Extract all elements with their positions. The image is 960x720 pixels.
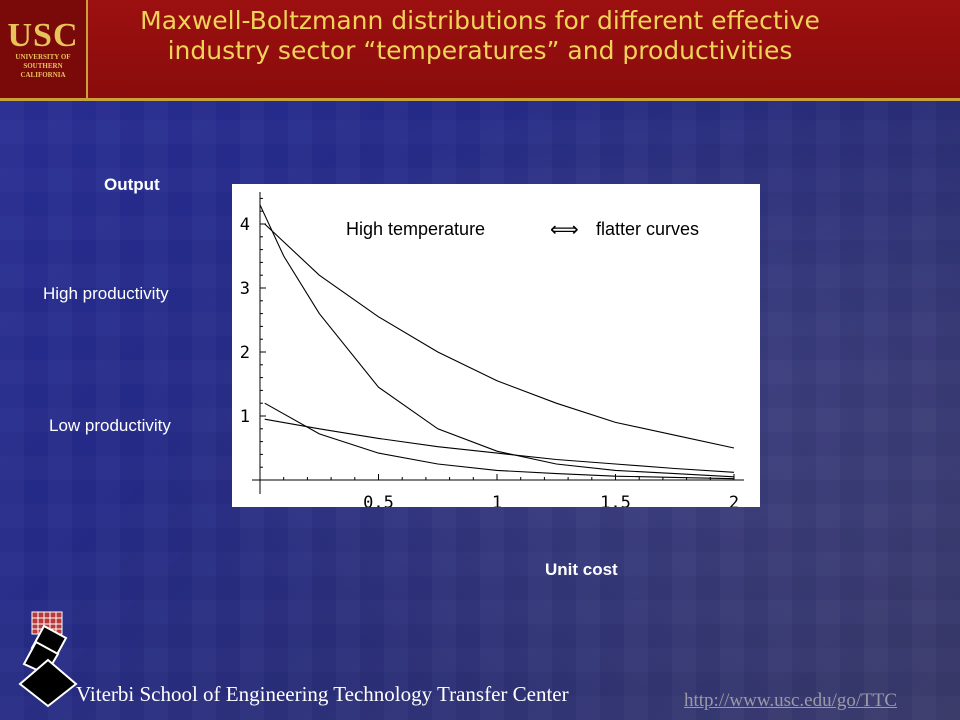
logo-text: USC — [7, 16, 79, 54]
y-tick-label: 2 — [240, 343, 250, 363]
viterbi-logo-icon — [18, 611, 78, 708]
y-axis-label-output: Output — [104, 175, 160, 194]
y-tick-label: 4 — [240, 215, 250, 235]
footer-organization: Viterbi School of Engineering Technology… — [76, 682, 569, 706]
footer-url-link[interactable]: http://www.usc.edu/go/TTC — [684, 690, 898, 711]
annotation-high-temperature: High temperature — [346, 219, 486, 239]
title-line-1: Maxwell-Boltzmann distributions for diff… — [140, 6, 820, 35]
title-bar: USC UNIVERSITY OF SOUTHERN CALIFORNIA Ma… — [0, 0, 960, 101]
label-low-productivity: Low productivity — [49, 416, 171, 435]
series-line-1 — [264, 223, 735, 449]
logo-subtext: UNIVERSITY OF SOUTHERN CALIFORNIA — [15, 52, 71, 79]
chart-svg: 0.5 1 1.5 2 1 2 3 4 — [240, 192, 744, 507]
chart-area: 0.5 1 1.5 2 1 2 3 4 High temperature ⟺ flatter … — [232, 184, 760, 507]
y-tick-label: 3 — [240, 279, 250, 299]
x-tick-label: 0.5 — [363, 493, 394, 507]
title-line-2: industry sector “temperatures” and produ… — [167, 36, 793, 65]
series-line-3 — [264, 418, 735, 473]
annotation-flatter-curves: flatter curves — [596, 219, 700, 239]
y-tick-label: 1 — [240, 407, 250, 427]
double-arrow-icon: ⟺ — [550, 217, 579, 241]
x-tick-label: 1.5 — [600, 493, 631, 507]
label-high-productivity: High productivity — [43, 284, 169, 303]
x-tick-label: 2 — [729, 493, 739, 507]
series-line-4 — [264, 402, 735, 480]
x-axis-label-unit-cost: Unit cost — [545, 560, 618, 579]
x-tick-label: 1 — [492, 493, 502, 507]
usc-logo: USC UNIVERSITY OF SOUTHERN CALIFORNIA — [0, 0, 88, 98]
series-line-2 — [259, 204, 735, 478]
slide-title: Maxwell-Boltzmann distributions for diff… — [100, 6, 860, 66]
